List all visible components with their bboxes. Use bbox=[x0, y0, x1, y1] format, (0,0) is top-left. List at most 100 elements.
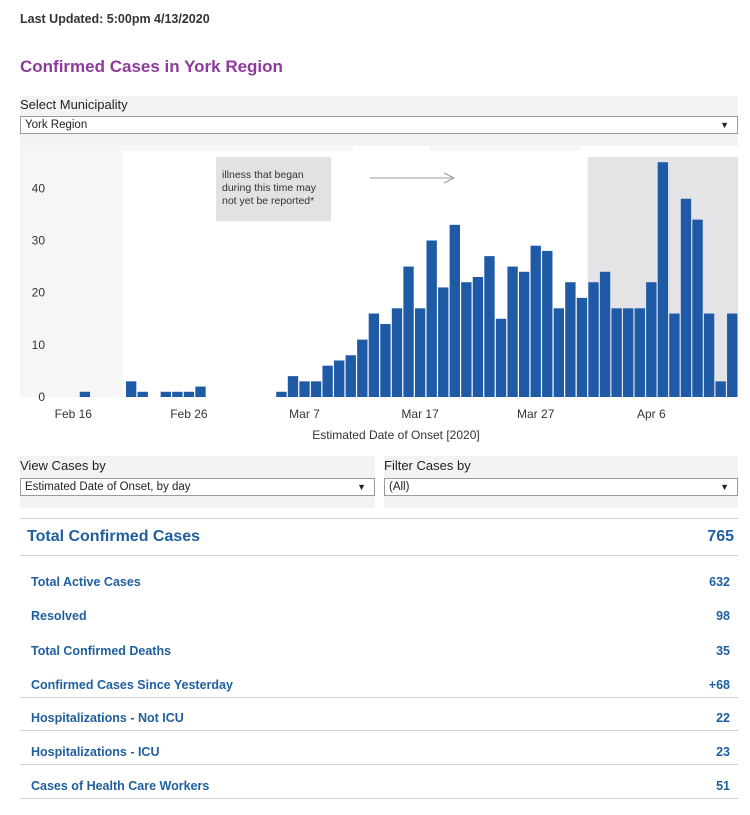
stats-panel: Total Confirmed Cases 765 Total Active C… bbox=[20, 518, 738, 799]
stat-label: Total Active Cases bbox=[31, 575, 141, 589]
bar-feb-22[interactable] bbox=[137, 391, 148, 397]
bar-mar-27[interactable] bbox=[530, 245, 541, 397]
y-tick-label: 30 bbox=[32, 234, 46, 248]
caret-down-icon: ▼ bbox=[720, 120, 729, 130]
chart-note-box bbox=[216, 157, 331, 221]
x-axis-title: Estimated Date of Onset [2020] bbox=[312, 428, 479, 442]
bar-mar-16[interactable] bbox=[403, 266, 414, 397]
bar-mar-24[interactable] bbox=[495, 318, 507, 397]
stat-label: Resolved bbox=[31, 609, 87, 623]
bar-mar-25[interactable] bbox=[507, 266, 518, 397]
view-cases-label: View Cases by bbox=[20, 458, 106, 473]
x-tick-label: Apr 6 bbox=[637, 407, 666, 421]
bar-apr-8[interactable] bbox=[669, 313, 680, 397]
municipality-selected-value: York Region bbox=[25, 119, 88, 131]
bar-mar-23[interactable] bbox=[484, 256, 495, 397]
bar-mar-9[interactable] bbox=[322, 365, 333, 397]
y-tick-label: 40 bbox=[32, 181, 46, 195]
municipality-label: Select Municipality bbox=[20, 97, 128, 112]
right-arrow-icon bbox=[370, 172, 456, 184]
chart-note-line-2: during this time may bbox=[222, 182, 317, 194]
bar-feb-21[interactable] bbox=[125, 381, 137, 397]
bar-mar-15[interactable] bbox=[391, 308, 403, 397]
stat-label: Cases of Health Care Workers bbox=[31, 779, 210, 793]
bar-apr-5[interactable] bbox=[634, 308, 645, 397]
stat-row: Resolved 98 bbox=[20, 606, 738, 628]
bar-mar-7[interactable] bbox=[299, 381, 310, 397]
caret-down-icon: ▼ bbox=[720, 482, 729, 492]
last-updated-text: Last Updated: 5:00pm 4/13/2020 bbox=[20, 12, 210, 26]
view-cases-selected-value: Estimated Date of Onset, by day bbox=[25, 481, 191, 493]
total-confirmed-label: Total Confirmed Cases bbox=[27, 528, 201, 545]
stat-value: 98 bbox=[716, 609, 730, 623]
chart-note-line-1: illness that began bbox=[222, 169, 304, 181]
bar-mar-5[interactable] bbox=[276, 391, 287, 397]
bar-feb-26[interactable] bbox=[183, 391, 195, 397]
bar-apr-9[interactable] bbox=[680, 198, 692, 397]
chart-note-line-3: not yet be reported* bbox=[222, 195, 314, 207]
stat-label: Total Confirmed Deaths bbox=[31, 644, 172, 658]
bar-mar-11[interactable] bbox=[345, 355, 356, 397]
total-confirmed-value: 765 bbox=[707, 528, 734, 545]
total-confirmed-row: Total Confirmed Cases 765 bbox=[20, 518, 738, 556]
bar-mar-20[interactable] bbox=[449, 224, 460, 397]
stat-value: +68 bbox=[708, 678, 730, 692]
x-tick-label: Mar 27 bbox=[517, 407, 555, 421]
bar-mar-6[interactable] bbox=[287, 376, 299, 397]
bar-feb-25[interactable] bbox=[172, 391, 183, 397]
bar-apr-3[interactable] bbox=[611, 308, 622, 397]
filter-cases-label: Filter Cases by bbox=[384, 458, 471, 473]
bar-feb-17[interactable] bbox=[79, 391, 91, 397]
bar-mar-13[interactable] bbox=[368, 313, 380, 397]
stat-label: Hospitalizations - Not ICU bbox=[31, 711, 184, 725]
stat-value: 22 bbox=[716, 711, 730, 725]
x-tick-label: Feb 16 bbox=[55, 407, 93, 421]
stat-label: Confirmed Cases Since Yesterday bbox=[31, 678, 233, 692]
bar-mar-18[interactable] bbox=[426, 240, 437, 397]
bar-apr-10[interactable] bbox=[692, 219, 703, 397]
bar-feb-27[interactable] bbox=[195, 386, 206, 397]
chart-top-shade-right bbox=[430, 145, 580, 151]
view-cases-select[interactable]: Estimated Date of Onset, by day ▼ bbox=[20, 478, 375, 496]
bar-mar-26[interactable] bbox=[518, 271, 530, 397]
stat-row: Total Active Cases 632 bbox=[20, 572, 738, 594]
bar-apr-2[interactable] bbox=[599, 271, 611, 397]
bar-mar-14[interactable] bbox=[380, 323, 391, 397]
y-tick-label: 10 bbox=[32, 338, 46, 352]
stat-label: Hospitalizations - ICU bbox=[31, 745, 160, 759]
y-tick-label: 0 bbox=[38, 390, 45, 404]
x-tick-label: Mar 7 bbox=[289, 407, 320, 421]
bar-mar-19[interactable] bbox=[438, 287, 449, 397]
stat-row: Hospitalizations - ICU 23 bbox=[20, 742, 738, 765]
bar-apr-11[interactable] bbox=[703, 313, 715, 397]
bar-mar-28[interactable] bbox=[542, 250, 553, 397]
stat-value: 35 bbox=[716, 644, 730, 658]
bar-mar-17[interactable] bbox=[414, 308, 426, 397]
bar-apr-13[interactable] bbox=[727, 313, 738, 397]
filter-cases-select[interactable]: (All) ▼ bbox=[384, 478, 738, 496]
bar-apr-1[interactable] bbox=[588, 282, 599, 397]
page-title: Confirmed Cases in York Region bbox=[20, 57, 283, 76]
bar-mar-21[interactable] bbox=[461, 282, 472, 397]
bar-mar-31[interactable] bbox=[576, 297, 588, 397]
bar-mar-12[interactable] bbox=[357, 339, 368, 397]
bar-mar-22[interactable] bbox=[472, 277, 484, 397]
municipality-select[interactable]: York Region ▼ bbox=[20, 116, 738, 134]
stat-row: Confirmed Cases Since Yesterday +68 bbox=[20, 675, 738, 698]
stat-value: 51 bbox=[716, 779, 730, 793]
bar-apr-6[interactable] bbox=[646, 282, 657, 397]
stat-value: 632 bbox=[709, 575, 730, 589]
y-tick-label: 20 bbox=[32, 286, 46, 300]
bar-apr-4[interactable] bbox=[623, 308, 634, 397]
bar-mar-29[interactable] bbox=[553, 308, 565, 397]
caret-down-icon: ▼ bbox=[357, 482, 366, 492]
x-tick-label: Mar 17 bbox=[401, 407, 439, 421]
x-tick-label: Feb 26 bbox=[170, 407, 208, 421]
bar-feb-24[interactable] bbox=[160, 391, 171, 397]
bar-mar-8[interactable] bbox=[310, 381, 322, 397]
bar-apr-7[interactable] bbox=[657, 162, 669, 397]
bar-mar-10[interactable] bbox=[334, 360, 345, 397]
bar-mar-30[interactable] bbox=[565, 282, 576, 397]
bar-apr-12[interactable] bbox=[715, 381, 726, 397]
chart-top-shade bbox=[123, 145, 353, 151]
